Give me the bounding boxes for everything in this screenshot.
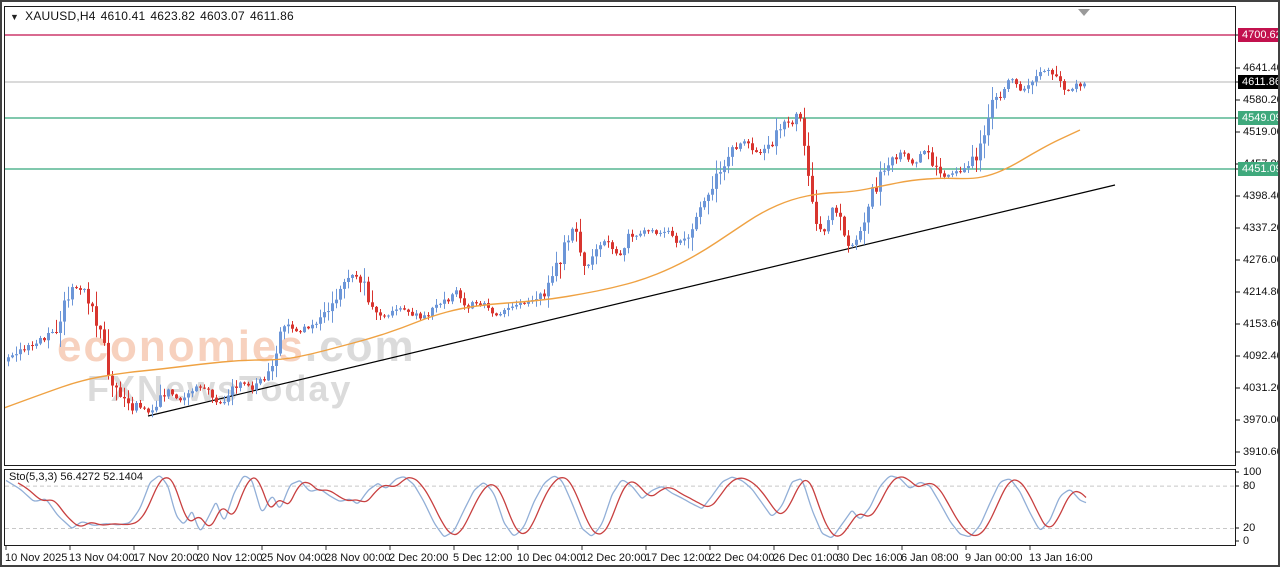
price-badge-current: 4611.86 [1238, 75, 1278, 89]
time-axis-label: 25 Nov 04:00 [261, 552, 327, 564]
symbol-dropdown-icon[interactable]: ▼ [10, 12, 20, 22]
time-axis-label: 10 Dec 04:00 [517, 552, 583, 564]
time-axis-label: 22 Dec 04:00 [709, 552, 775, 564]
watermark-economies: economies.com [57, 322, 416, 371]
price-axis-label: 4092.40 [1243, 350, 1280, 362]
price-axis-label: 4641.40 [1243, 62, 1280, 74]
time-axis-label: 5 Dec 12:00 [453, 552, 513, 564]
price-axis-label: 3910.60 [1243, 446, 1280, 458]
time-axis-label: 17 Nov 20:00 [133, 552, 199, 564]
symbol-label: XAUUSD,H4 [25, 9, 96, 23]
price-badge-resistance: 4700.62 [1238, 28, 1278, 42]
ohlc-low: 4603.07 [200, 9, 245, 23]
time-axis-label: 13 Jan 16:00 [1029, 552, 1093, 564]
time-axis-label: 28 Nov 00:00 [325, 552, 391, 564]
price-axis-label: 4337.20 [1243, 222, 1280, 234]
time-axis-label: 2 Dec 20:00 [389, 552, 449, 564]
price-badge-support-1: 4549.09 [1238, 111, 1278, 125]
time-axis-label: 13 Nov 04:00 [69, 552, 135, 564]
price-axis-label: 4398.40 [1243, 190, 1280, 202]
price-axis-label: 4276.00 [1243, 254, 1280, 266]
time-axis-label: 26 Dec 01:00 [773, 552, 839, 564]
price-chart-pane[interactable] [4, 6, 1236, 466]
price-axis-label: 4153.60 [1243, 318, 1280, 330]
price-axis-label: 4031.20 [1243, 382, 1280, 394]
watermark-fxnewstoday: FXNewsToday [87, 368, 353, 409]
ohlc-close: 4611.86 [249, 9, 294, 23]
price-axis-label: 4519.00 [1243, 126, 1280, 138]
stoch-axis-label: 80 [1243, 480, 1256, 492]
stoch-axis-label: 100 [1243, 466, 1262, 478]
stochastic-pane[interactable] [4, 469, 1236, 546]
ohlc-high: 4623.82 [150, 9, 196, 23]
price-badge-support-2: 4451.09 [1238, 162, 1278, 176]
time-axis-label: 6 Jan 08:00 [901, 552, 959, 564]
stoch-axis-label: 20 [1243, 522, 1256, 534]
indicator-label: Sto(5,3,3) 56.4272 52.1404 [9, 471, 143, 483]
time-axis-label: 12 Dec 20:00 [581, 552, 647, 564]
time-axis-label: 9 Jan 00:00 [965, 552, 1023, 564]
chart-header: ▼ XAUUSD,H4 4610.41 4623.82 4603.07 4611.86 [10, 9, 299, 23]
price-axis-label: 4580.20 [1243, 94, 1280, 106]
price-axis-label: 3970.00 [1243, 414, 1280, 426]
time-axis-label: 17 Dec 12:00 [645, 552, 711, 564]
time-axis-label: 30 Dec 16:00 [837, 552, 903, 564]
time-axis-label: 20 Nov 12:00 [197, 552, 263, 564]
stoch-axis-label: 0 [1243, 535, 1250, 547]
time-axis-label: 10 Nov 2025 [5, 552, 68, 564]
price-axis-label: 4214.80 [1243, 286, 1280, 298]
ohlc-open: 4610.41 [100, 9, 146, 23]
